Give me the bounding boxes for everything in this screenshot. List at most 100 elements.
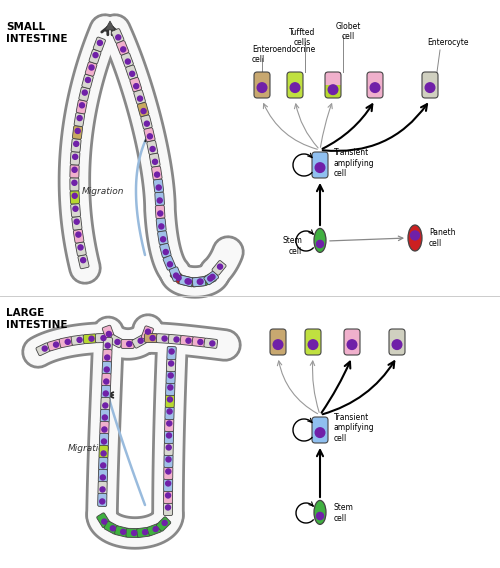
Circle shape — [132, 531, 136, 536]
FancyBboxPatch shape — [74, 229, 84, 243]
Text: Transient
amplifying
cell: Transient amplifying cell — [334, 148, 374, 178]
Circle shape — [168, 361, 173, 366]
Text: Paneth
cell: Paneth cell — [429, 228, 456, 248]
FancyBboxPatch shape — [121, 53, 134, 68]
Circle shape — [166, 481, 170, 486]
FancyBboxPatch shape — [144, 333, 158, 343]
Circle shape — [120, 47, 126, 52]
Circle shape — [102, 439, 106, 444]
FancyBboxPatch shape — [79, 87, 90, 101]
FancyBboxPatch shape — [98, 457, 108, 470]
FancyBboxPatch shape — [96, 513, 110, 528]
Circle shape — [410, 231, 420, 240]
FancyBboxPatch shape — [71, 139, 81, 152]
FancyBboxPatch shape — [72, 216, 82, 230]
Circle shape — [166, 433, 172, 438]
Circle shape — [116, 35, 121, 40]
Circle shape — [102, 519, 107, 524]
Circle shape — [148, 134, 152, 139]
Circle shape — [72, 168, 77, 172]
FancyBboxPatch shape — [71, 335, 85, 345]
Circle shape — [106, 332, 112, 336]
Circle shape — [74, 141, 78, 147]
Circle shape — [425, 83, 435, 93]
FancyBboxPatch shape — [164, 454, 173, 467]
Circle shape — [126, 59, 130, 64]
FancyBboxPatch shape — [164, 442, 173, 456]
FancyBboxPatch shape — [192, 277, 205, 287]
FancyBboxPatch shape — [270, 329, 286, 355]
Circle shape — [185, 279, 190, 284]
FancyBboxPatch shape — [254, 72, 270, 98]
FancyBboxPatch shape — [114, 526, 129, 537]
Circle shape — [101, 451, 106, 456]
FancyBboxPatch shape — [156, 218, 166, 232]
Circle shape — [315, 163, 325, 173]
Circle shape — [157, 198, 162, 203]
Circle shape — [72, 180, 77, 185]
Circle shape — [130, 71, 134, 76]
FancyBboxPatch shape — [164, 491, 172, 503]
Circle shape — [86, 77, 90, 82]
Circle shape — [154, 172, 160, 177]
Ellipse shape — [314, 228, 326, 252]
Circle shape — [100, 487, 105, 492]
Text: Migration: Migration — [82, 187, 124, 196]
Circle shape — [146, 329, 150, 334]
FancyBboxPatch shape — [104, 521, 119, 534]
Circle shape — [198, 279, 203, 284]
FancyBboxPatch shape — [96, 333, 108, 343]
Circle shape — [120, 529, 126, 534]
FancyBboxPatch shape — [168, 335, 181, 344]
Circle shape — [210, 341, 215, 346]
Circle shape — [103, 403, 108, 408]
Text: Stem
cell: Stem cell — [334, 503, 354, 523]
FancyBboxPatch shape — [204, 338, 218, 348]
FancyBboxPatch shape — [287, 72, 303, 98]
FancyBboxPatch shape — [212, 261, 226, 275]
Circle shape — [166, 505, 170, 510]
FancyBboxPatch shape — [166, 382, 175, 396]
FancyBboxPatch shape — [167, 346, 176, 360]
FancyBboxPatch shape — [102, 349, 112, 362]
Circle shape — [77, 337, 82, 343]
Circle shape — [176, 275, 181, 281]
Circle shape — [141, 108, 146, 114]
FancyBboxPatch shape — [305, 329, 321, 355]
Circle shape — [72, 193, 77, 198]
FancyBboxPatch shape — [164, 503, 172, 516]
Circle shape — [156, 185, 161, 190]
FancyBboxPatch shape — [48, 339, 62, 351]
FancyBboxPatch shape — [166, 370, 175, 383]
FancyBboxPatch shape — [325, 72, 341, 98]
FancyBboxPatch shape — [160, 244, 171, 258]
FancyBboxPatch shape — [102, 361, 112, 374]
Circle shape — [42, 346, 48, 351]
FancyBboxPatch shape — [103, 337, 113, 350]
Circle shape — [102, 427, 107, 432]
Circle shape — [347, 340, 357, 349]
Circle shape — [104, 379, 109, 384]
Circle shape — [198, 340, 203, 345]
FancyBboxPatch shape — [180, 336, 194, 345]
FancyBboxPatch shape — [158, 231, 168, 245]
FancyBboxPatch shape — [180, 275, 194, 287]
Polygon shape — [105, 21, 115, 30]
FancyBboxPatch shape — [70, 152, 80, 165]
FancyBboxPatch shape — [72, 126, 83, 139]
Circle shape — [166, 469, 171, 474]
FancyBboxPatch shape — [83, 334, 96, 344]
FancyBboxPatch shape — [389, 329, 405, 355]
Circle shape — [168, 373, 173, 378]
Circle shape — [166, 493, 170, 498]
Circle shape — [166, 445, 171, 450]
FancyBboxPatch shape — [164, 431, 173, 444]
Circle shape — [174, 273, 178, 278]
Circle shape — [104, 367, 110, 372]
FancyBboxPatch shape — [126, 528, 139, 537]
Circle shape — [392, 340, 402, 349]
Ellipse shape — [408, 225, 422, 251]
Circle shape — [273, 340, 283, 349]
Circle shape — [210, 274, 215, 279]
Circle shape — [198, 279, 202, 284]
